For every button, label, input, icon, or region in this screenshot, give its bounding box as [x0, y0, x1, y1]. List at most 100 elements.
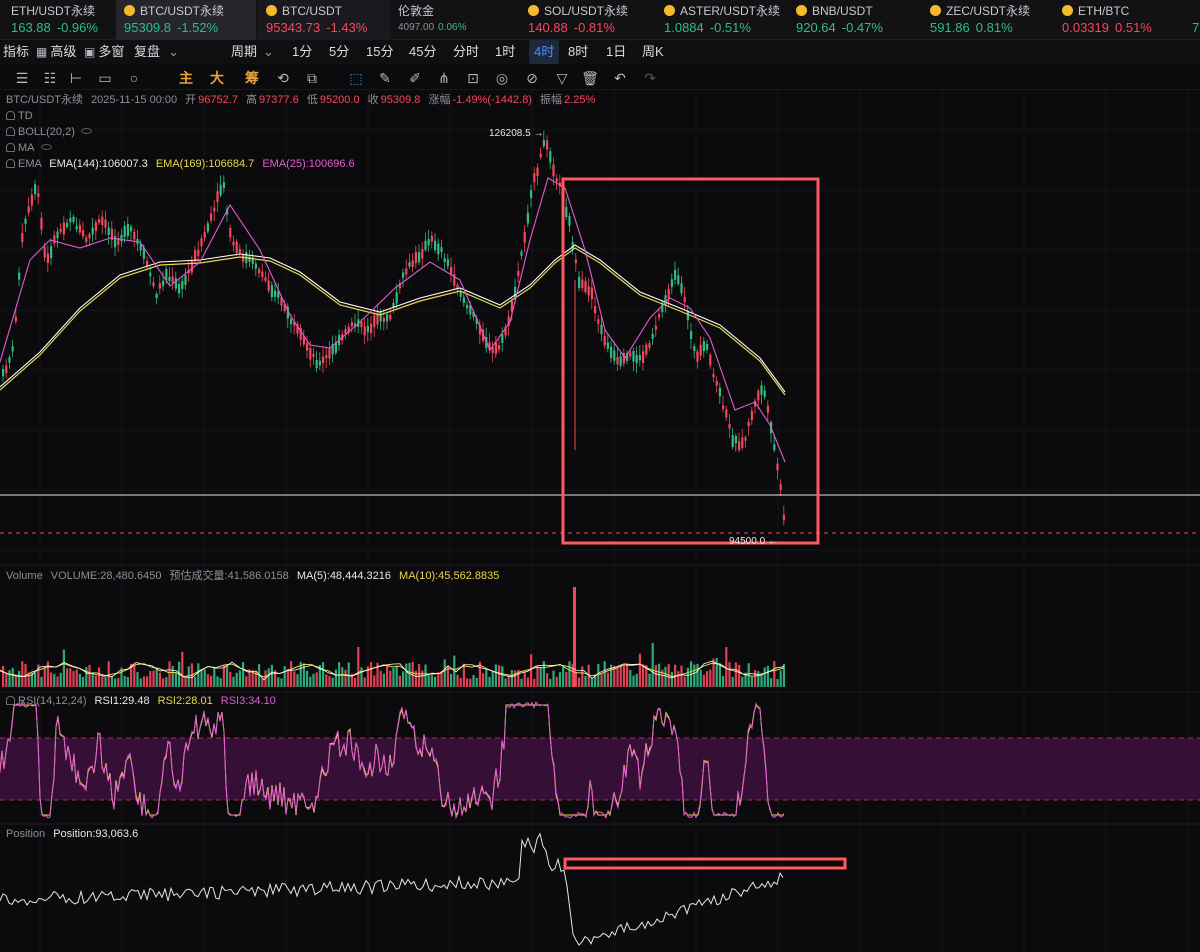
volume-bar: [75, 669, 78, 687]
ticker-tab[interactable]: ETH/BTC 0.03319 0.51%: [1056, 0, 1186, 40]
horizontal-line-icon[interactable]: ⊢: [69, 70, 83, 86]
sync-icon[interactable]: ⟲: [277, 70, 289, 86]
link-icon[interactable]: ⊘: [526, 70, 538, 86]
candle-body: [584, 280, 587, 293]
volume-bar: [69, 668, 72, 687]
ma-indicator[interactable]: MA: [6, 141, 52, 155]
td-indicator[interactable]: TD: [6, 109, 33, 123]
candle-body: [555, 178, 558, 182]
candle-body: [437, 243, 440, 255]
volume-bar: [290, 661, 293, 687]
interval-button[interactable]: 1分: [292, 44, 313, 59]
redo-icon[interactable]: ↷: [644, 70, 656, 86]
ticker-tab[interactable]: 7: [1188, 0, 1200, 40]
rsi3-value: RSI3:34.10: [220, 695, 276, 707]
volume-bar: [779, 670, 782, 687]
candle-body: [517, 270, 520, 276]
volume-bar: [661, 669, 664, 687]
candle-body: [94, 222, 97, 231]
main-chart-button[interactable]: 主: [179, 70, 193, 86]
volume-bar: [5, 673, 8, 687]
chart-canvas[interactable]: [0, 90, 1200, 952]
filter-icon[interactable]: ▽: [556, 70, 568, 86]
interval-button[interactable]: 分时: [453, 44, 480, 59]
ruler-icon[interactable]: ✎: [379, 70, 391, 86]
ticker-tab[interactable]: ETH/USDT永续 163.88 -0.96%: [0, 0, 114, 40]
interval-button[interactable]: 45分: [409, 44, 437, 59]
candle-body: [427, 239, 430, 246]
period-button[interactable]: 周期 ⌄: [231, 40, 274, 64]
rectangle-icon[interactable]: ▭: [98, 70, 112, 86]
candle-body: [366, 325, 369, 333]
replay-button[interactable]: 复盘 ⌄: [134, 40, 179, 64]
candle-body: [661, 302, 664, 312]
interval-button[interactable]: 1时: [495, 44, 516, 59]
menu-icon[interactable]: ☰: [15, 70, 29, 86]
interval-button[interactable]: 1日: [606, 44, 627, 59]
candle-body: [107, 227, 110, 235]
volume-bar: [651, 642, 654, 687]
magnet-icon[interactable]: ⋔: [438, 70, 450, 86]
candle-body: [648, 343, 651, 348]
hidden-eye-icon[interactable]: [40, 144, 52, 150]
high-price-marker: 126208.5 →: [489, 128, 544, 139]
candle-body: [373, 315, 376, 328]
cursor-icon[interactable]: ⬚: [349, 70, 363, 86]
coin-icon: [930, 5, 941, 16]
candle-body: [104, 219, 107, 228]
volume-bar: [632, 675, 635, 687]
multi-window-button[interactable]: ▣ 多窗: [84, 40, 124, 64]
hidden-eye-icon[interactable]: [80, 128, 92, 134]
candle-body: [747, 421, 750, 427]
big-order-button[interactable]: 大: [210, 70, 224, 86]
boll-indicator[interactable]: BOLL(20,2): [6, 125, 92, 139]
indicators-button[interactable]: 指标: [3, 40, 29, 64]
trash-icon[interactable]: 🗑︎: [581, 70, 599, 86]
advanced-button[interactable]: ▦ 高级: [36, 40, 76, 64]
interval-button[interactable]: 15分: [366, 44, 394, 59]
ticker-tab[interactable]: SOL/USDT永续 140.88 -0.81%: [522, 0, 650, 40]
volume-bar: [440, 671, 443, 687]
volume-bar: [309, 676, 312, 687]
ticker-tab[interactable]: 伦敦金 4097.00 0.06%: [392, 0, 516, 40]
volume-bar: [658, 663, 661, 687]
ticker-tab[interactable]: ASTER/USDT永续 1.0884 -0.51%: [654, 0, 786, 40]
ema-indicator[interactable]: EMA EMA(144):106007.3 EMA(169):106684.7 …: [6, 157, 355, 171]
volume-bar: [50, 672, 53, 687]
undo-icon[interactable]: ↶: [614, 70, 626, 86]
open-label: 开: [185, 94, 197, 106]
lock-icon[interactable]: ⊡: [467, 70, 479, 86]
circle-icon[interactable]: ○: [129, 70, 139, 86]
volume-bar: [82, 676, 85, 687]
ticker-tab[interactable]: BTC/USDT永续 95309.8 -1.52%: [116, 0, 256, 40]
interval-button[interactable]: 5分: [329, 44, 350, 59]
bell-icon: [6, 696, 15, 705]
candle-body: [5, 365, 8, 374]
interval-button[interactable]: 8时: [568, 44, 589, 59]
volume-bar: [542, 661, 545, 687]
volume-bar: [536, 665, 539, 687]
list-icon[interactable]: ☷: [43, 70, 57, 86]
replay-label: 复盘: [134, 44, 161, 59]
chips-button[interactable]: 筹: [245, 70, 259, 86]
ticker-tab[interactable]: BTC/USDT 95343.73 -1.43%: [258, 0, 390, 40]
window-icon[interactable]: ⧉: [307, 70, 317, 86]
interval-button[interactable]: 4时: [529, 40, 560, 64]
candle-body: [2, 368, 5, 377]
volume-bar: [763, 667, 766, 687]
chart-area[interactable]: BTC/USDT永续 2025-11-15 00:00 开 96752.7 高 97…: [0, 90, 1200, 952]
candle-body: [453, 274, 456, 286]
pen-icon[interactable]: ✐: [409, 70, 421, 86]
eye-icon[interactable]: ◎: [495, 70, 509, 86]
candle-body: [290, 319, 293, 325]
volume-bar: [725, 647, 728, 687]
ticker-tab[interactable]: ZEC/USDT永续 591.86 0.81%: [924, 0, 1054, 40]
volume-bar: [229, 671, 232, 687]
interval-button[interactable]: 周K: [642, 44, 664, 59]
ticker-tab[interactable]: BNB/USDT 920.64 -0.47%: [790, 0, 920, 40]
ticker-price: 0.03319: [1062, 20, 1109, 35]
volume-bar: [523, 671, 526, 687]
position-annotation: [563, 857, 847, 870]
candle-body: [53, 235, 56, 244]
bell-icon: [6, 111, 15, 120]
